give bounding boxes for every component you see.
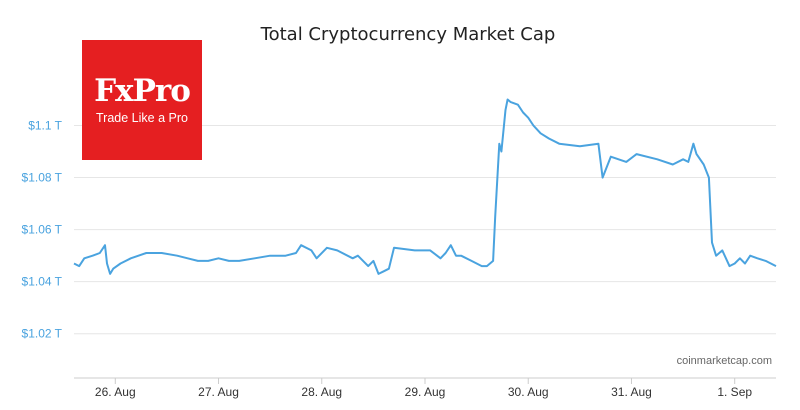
x-tick-label: 30. Aug — [508, 385, 549, 399]
y-tick-label: $1.02 T — [22, 327, 63, 341]
logo-tagline: Trade Like a Pro — [96, 111, 188, 125]
y-tick-label: $1.06 T — [22, 223, 63, 237]
x-tick-label: 29. Aug — [405, 385, 446, 399]
x-tick-label: 27. Aug — [198, 385, 239, 399]
x-tick-label: 28. Aug — [301, 385, 342, 399]
y-tick-label: $1.04 T — [22, 275, 63, 289]
fxpro-logo: FxPro Trade Like a Pro — [82, 40, 202, 160]
chart-title: Total Cryptocurrency Market Cap — [260, 24, 556, 45]
y-tick-label: $1.1 T — [28, 118, 62, 132]
x-tick-label: 26. Aug — [95, 385, 136, 399]
y-tick-label: $1.08 T — [22, 171, 63, 185]
x-tick-label: 1. Sep — [717, 385, 752, 399]
x-tick-label: 31. Aug — [611, 385, 652, 399]
credit-label: coinmarketcap.com — [677, 355, 772, 367]
grid — [74, 124, 776, 335]
x-axis: 26. Aug 27. Aug 28. Aug 29. Aug 30. Aug 31. A… — [74, 377, 776, 399]
logo-name: FxPro — [94, 73, 191, 109]
series-line — [73, 98, 777, 275]
y-axis: $1.02 T $1.04 T $1.06 T $1.08 T $1.1 T — [22, 118, 63, 340]
